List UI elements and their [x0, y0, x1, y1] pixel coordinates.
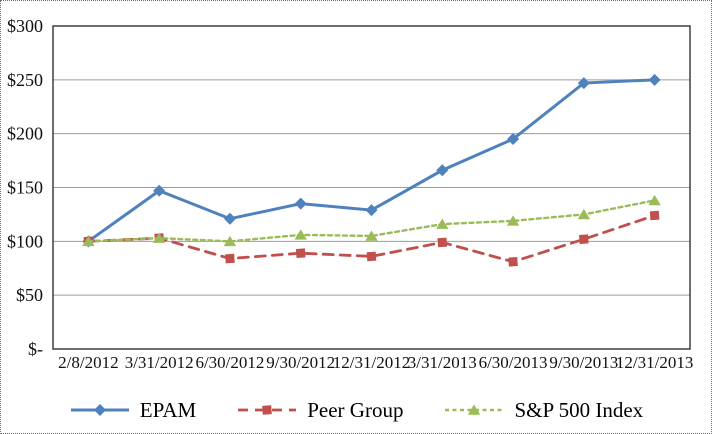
y-axis-tick-label: $250 — [7, 70, 43, 90]
x-axis-tick-label: 6/30/2013 — [479, 353, 548, 372]
data-point-marker-peer-group — [366, 251, 377, 262]
x-axis-tick-label: 12/31/2013 — [616, 353, 693, 372]
legend-item-epam: EPAM — [69, 398, 196, 423]
data-point-marker-peer-group — [649, 210, 660, 221]
x-axis-tick-label: 9/30/2012 — [266, 353, 335, 372]
series-line-s-p-500-index — [87, 199, 656, 243]
x-axis-tick-label: 9/30/2013 — [549, 353, 618, 372]
data-point-marker-peer-group — [579, 234, 589, 244]
legend-swatch-peer-group — [238, 405, 297, 415]
legend-item-s-p-500-index: S&P 500 Index — [443, 398, 643, 423]
chart-legend: EPAM Peer Group S&P 500 Index — [1, 393, 711, 427]
y-axis-tick-label: $- — [28, 339, 43, 359]
legend-swatch-epam — [70, 404, 129, 416]
data-point-marker-epam — [436, 164, 449, 177]
x-axis-tick-label: 6/30/2012 — [195, 353, 264, 372]
legend-label: Peer Group — [307, 397, 404, 422]
plot-frame — [52, 25, 691, 350]
series-line-epam — [86, 78, 657, 243]
data-point-marker-s-p-500-index — [223, 235, 237, 247]
legend-marker-epam — [93, 404, 106, 416]
y-axis-tick-label: $100 — [7, 231, 43, 251]
legend-marker-s-p-500-index — [468, 404, 481, 415]
data-point-marker-epam — [294, 197, 307, 210]
x-axis-tick-label: 3/31/2012 — [125, 353, 194, 372]
series-s-p-500-index — [82, 194, 661, 247]
data-point-marker-s-p-500-index — [577, 208, 591, 220]
x-axis-tick-label: 12/31/2012 — [333, 353, 410, 372]
y-axis-tick-label: $150 — [7, 178, 43, 198]
legend-label: S&P 500 Index — [514, 397, 644, 422]
data-point-marker-epam — [365, 204, 378, 217]
legend-item-peer-group: Peer Group — [236, 398, 403, 423]
y-axis-tick-label: $300 — [7, 16, 43, 36]
data-point-marker-s-p-500-index — [648, 194, 661, 206]
series-line-peer-group — [86, 214, 657, 264]
data-point-marker-peer-group — [295, 248, 306, 258]
data-point-marker-epam — [507, 133, 520, 146]
legend-label: EPAM — [139, 397, 197, 422]
data-point-marker-s-p-500-index — [152, 232, 166, 243]
series-epam — [82, 73, 661, 248]
x-axis-tick-label: 2/8/2012 — [58, 353, 118, 372]
x-axis-tick-label: 3/31/2013 — [408, 353, 477, 372]
y-axis-tick-label: $200 — [7, 124, 43, 144]
data-point-marker-peer-group — [508, 256, 518, 267]
y-axis-tick-label: $50 — [16, 285, 43, 305]
data-point-marker-epam — [648, 73, 661, 86]
data-point-marker-s-p-500-index — [436, 218, 449, 229]
data-point-marker-epam — [153, 184, 166, 197]
data-point-marker-s-p-500-index — [82, 235, 95, 247]
legend-swatch-s-p-500-index — [445, 404, 504, 415]
data-point-marker-peer-group — [437, 237, 448, 248]
data-point-marker-s-p-500-index — [506, 215, 520, 226]
data-point-marker-epam — [223, 212, 236, 225]
data-point-marker-s-p-500-index — [294, 229, 307, 240]
data-point-marker-s-p-500-index — [365, 230, 378, 241]
data-point-marker-epam — [577, 77, 590, 90]
data-point-marker-peer-group — [225, 253, 235, 264]
legend-marker-peer-group — [262, 405, 273, 415]
